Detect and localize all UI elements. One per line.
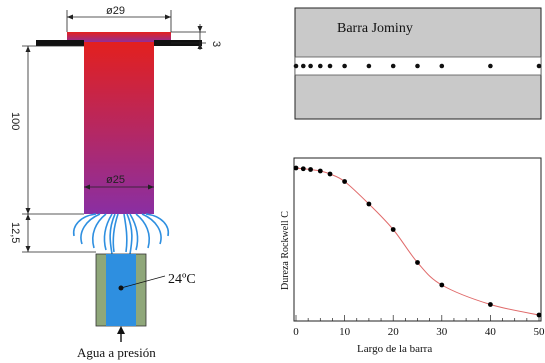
dimension-flange-thickness	[171, 24, 206, 50]
dimension-flange-thickness-label: 3	[210, 41, 222, 47]
bar-measurement-point	[390, 63, 396, 69]
water-spray	[72, 213, 170, 255]
hardness-point	[300, 166, 306, 172]
bar-measurement-point	[327, 63, 333, 69]
hardness-point	[390, 227, 396, 232]
bar-measurement-point	[300, 63, 306, 69]
bar-measurement-point	[415, 63, 420, 69]
bar-measurement-point	[366, 63, 372, 69]
hardness-point	[308, 167, 313, 172]
water-stream	[123, 213, 128, 253]
temperature-leader	[120, 275, 166, 289]
bar-measurement-point	[536, 63, 542, 69]
chart-ticks: 0 10 20 30 40 50	[293, 315, 545, 338]
dimension-top-diameter-label: ø29	[106, 5, 125, 17]
dimension-bar-diameter-label: ø25	[106, 174, 125, 186]
bar-measurement-point	[308, 63, 313, 69]
hardness-points	[293, 165, 542, 318]
hardness-point	[317, 168, 323, 174]
hardness-point	[327, 171, 333, 177]
chart-tick-label: 30	[436, 326, 448, 338]
bar-measurement-points	[293, 63, 542, 69]
water-stream	[80, 213, 101, 245]
dimension-nozzle-gap-label: 12,5	[9, 222, 21, 243]
water-stream	[129, 213, 139, 251]
water-inlet-arrow	[117, 326, 125, 342]
hardness-point	[366, 201, 372, 207]
chart-frame	[293, 157, 542, 322]
hardness-point	[415, 260, 420, 265]
chart-ylabel: Dureza Rockwell C	[280, 211, 291, 290]
bar-measurement-point	[293, 63, 299, 69]
water-stream	[72, 213, 97, 237]
hardness-point	[536, 312, 542, 318]
chart-tick-label: 10	[339, 326, 351, 338]
chart-tick-label: 20	[388, 326, 400, 338]
dimension-nozzle-gap	[22, 214, 96, 253]
water-pressure-label: Agua a presión	[77, 345, 156, 360]
chart-tick-label: 50	[534, 326, 545, 338]
bar-measurement-point	[439, 63, 445, 69]
bar-flange	[67, 32, 171, 43]
water-stream	[112, 213, 119, 253]
hardness-chart: 0 10 20 30 40 50 Dureza Rockwell C Largo de l…	[280, 157, 545, 355]
water-stream	[141, 213, 162, 245]
chart-tick-label: 0	[293, 326, 299, 338]
bar-body	[84, 42, 154, 214]
bar-panel-title: Barra Jominy	[337, 21, 413, 36]
hardness-point	[293, 165, 299, 171]
water-stream	[145, 213, 170, 237]
hardness-point	[488, 302, 493, 307]
bar-measurement-point	[488, 63, 493, 69]
bar-measurement-point	[318, 63, 323, 69]
chart-tick-label: 40	[485, 326, 497, 338]
water-temperature-label: 24ºC	[168, 272, 196, 287]
water-stream	[91, 213, 107, 249]
hardness-point	[342, 179, 347, 184]
chart-xlabel: Largo de la barra	[357, 343, 432, 355]
dimension-top-diameter	[66, 10, 172, 32]
dimension-bar-diameter	[84, 184, 154, 190]
jominy-bar-panel: Barra Jominy	[293, 7, 542, 120]
water-stream	[109, 213, 116, 255]
dimension-bar-length	[22, 45, 84, 215]
water-stream	[126, 213, 133, 255]
water-stream	[103, 213, 113, 251]
water-stream	[135, 213, 151, 249]
bar-measurement-point	[342, 63, 347, 69]
dimension-bar-length-label: 100	[9, 112, 21, 130]
jominy-apparatus: ø29 3 100 ø25 12,5	[9, 5, 222, 360]
hardness-point	[439, 282, 445, 288]
support-plate-left	[36, 40, 84, 46]
